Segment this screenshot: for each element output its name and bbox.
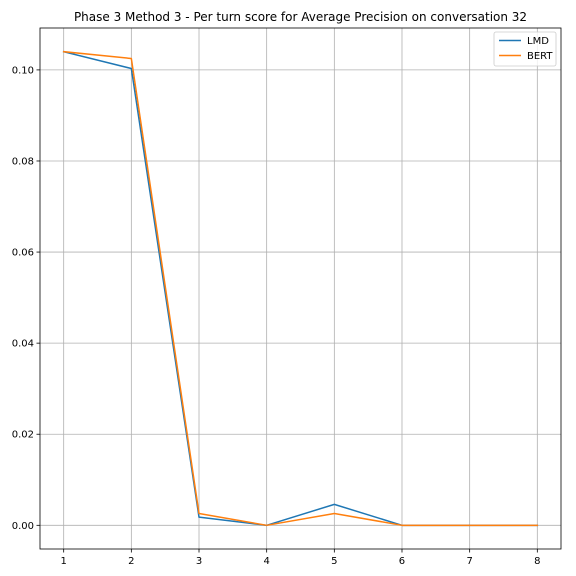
- y-tick-label: 0.04: [12, 339, 34, 350]
- y-axis-ticks: 0.00 0.02 0.04 0.06 0.08 0.10: [12, 65, 40, 532]
- x-tick-label: 5: [331, 556, 337, 567]
- grid-lines: [40, 28, 561, 549]
- series-line-lmd: [62, 50, 539, 527]
- x-tick-label: 6: [399, 556, 405, 567]
- chart-title: Phase 3 Method 3 - Per turn score for Av…: [74, 10, 527, 24]
- x-tick-label: 7: [466, 556, 472, 567]
- legend-label-bert: BERT: [527, 51, 553, 62]
- y-tick-label: 0.00: [12, 521, 34, 532]
- series-line-bert: [62, 50, 539, 527]
- x-tick-label: 8: [534, 556, 540, 567]
- y-tick-label: 0.06: [12, 248, 34, 259]
- y-tick-label: 0.02: [12, 430, 34, 441]
- x-axis-ticks: 1 2 3 4 5 6 7 8: [60, 549, 541, 567]
- legend-label-lmd: LMD: [527, 36, 549, 47]
- series-lines: [62, 50, 539, 527]
- x-tick-label: 4: [263, 556, 269, 567]
- x-tick-label: 2: [128, 556, 134, 567]
- y-tick-label: 0.08: [12, 156, 34, 167]
- x-tick-label: 1: [60, 556, 66, 567]
- plot-area-frame: [39, 27, 562, 550]
- legend: LMD BERT: [493, 31, 557, 67]
- y-tick-label: 0.10: [12, 65, 34, 76]
- x-tick-label: 3: [196, 556, 202, 567]
